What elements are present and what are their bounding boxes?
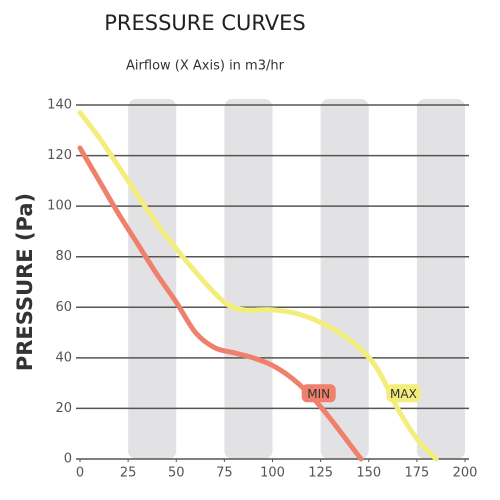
- x-tick-label: 175: [404, 466, 429, 481]
- chart-subtitle: Airflow (X Axis) in m3/hr: [126, 59, 285, 74]
- x-tick-label: 100: [260, 466, 285, 481]
- band: [224, 99, 273, 459]
- y-tick-label: 40: [55, 350, 72, 365]
- y-axis-label: PRESSURE (Pa): [13, 193, 37, 371]
- band: [320, 99, 369, 459]
- series-label: MIN: [307, 387, 330, 401]
- band: [128, 99, 177, 459]
- y-tick-label: 100: [47, 199, 72, 214]
- band: [416, 99, 465, 459]
- y-tick-label: 20: [55, 401, 72, 416]
- x-tick-label: 50: [168, 466, 185, 481]
- y-tick-label: 140: [47, 98, 72, 113]
- x-tick-label: 200: [453, 466, 478, 481]
- series-line: [77, 145, 364, 462]
- y-tick-label: 120: [47, 148, 72, 163]
- x-tick-label: 125: [308, 466, 333, 481]
- series-label-box: [301, 384, 336, 403]
- series-label-box: [386, 384, 421, 403]
- series-label: MAX: [390, 387, 417, 401]
- x-tick-label: 25: [120, 466, 137, 481]
- x-tick-label: 150: [356, 466, 381, 481]
- y-tick-label: 60: [55, 300, 72, 315]
- y-tick-label: 0: [64, 452, 72, 467]
- x-tick-label: 0: [76, 466, 84, 481]
- y-tick-label: 80: [55, 249, 72, 264]
- x-tick-label: 75: [216, 466, 233, 481]
- chart-title: PRESSURE CURVES: [104, 11, 306, 35]
